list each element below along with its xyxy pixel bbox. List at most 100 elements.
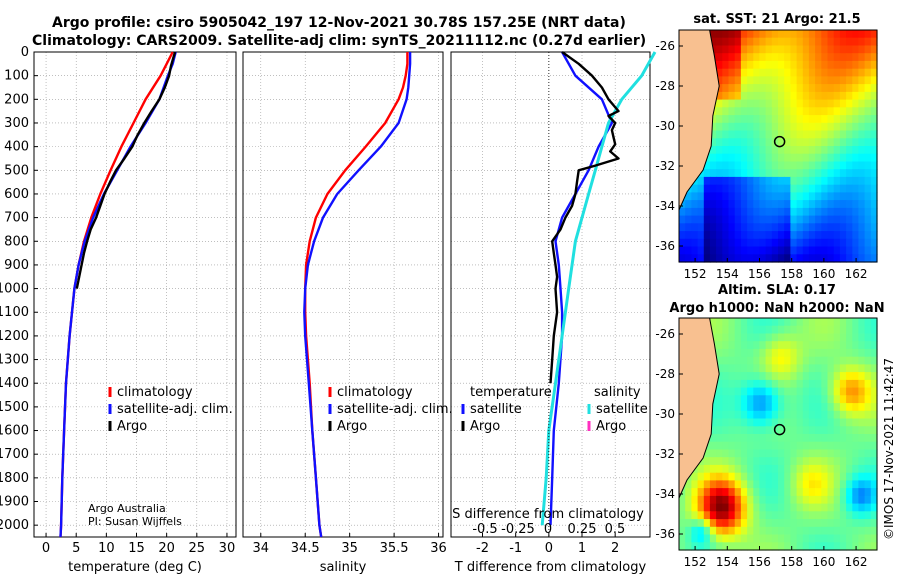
map-cell — [740, 364, 748, 373]
map-cell — [728, 122, 736, 132]
map-cell — [691, 207, 699, 217]
map-cell — [747, 60, 754, 70]
map-cell — [808, 192, 816, 201]
map-cell — [716, 511, 723, 520]
map-cell — [765, 503, 773, 512]
map-cell — [790, 410, 798, 420]
map-cell — [858, 84, 866, 93]
map-cell — [759, 215, 767, 224]
map-cell — [839, 30, 847, 39]
map-cell — [846, 503, 853, 512]
map-cell — [852, 84, 860, 93]
map-cell — [821, 153, 829, 162]
map-cell — [753, 503, 761, 512]
map-cell — [716, 449, 723, 458]
map-cell — [796, 434, 804, 443]
map-cell — [864, 231, 872, 240]
map-cell — [796, 441, 804, 450]
map-cell — [864, 115, 872, 124]
map-cell — [827, 68, 835, 77]
map-cell — [790, 45, 798, 54]
map-cell — [778, 53, 785, 62]
map-cell — [784, 333, 791, 342]
map-cell — [821, 526, 829, 536]
map-cell — [747, 130, 754, 139]
map-cell — [839, 107, 847, 116]
map-cell — [740, 434, 748, 443]
map-cell — [778, 60, 785, 70]
map-cell — [852, 503, 860, 512]
map-cell — [839, 76, 847, 85]
map-cell — [709, 146, 717, 155]
map-cell — [691, 495, 699, 505]
x-tick-label: 36 — [430, 541, 447, 556]
map-cell — [759, 526, 767, 536]
map-cell — [728, 176, 736, 186]
map-cell — [790, 418, 798, 427]
map-cell — [747, 503, 754, 512]
map-cell — [697, 207, 705, 217]
map-cell — [846, 472, 853, 481]
map-cell — [864, 130, 872, 139]
map-cell — [839, 200, 847, 209]
map-cell — [722, 122, 730, 132]
map-y-tick-label: -32 — [655, 159, 675, 173]
map-cell — [747, 138, 754, 147]
map-cell — [858, 418, 866, 427]
sal-legend-label: Argo — [337, 419, 367, 434]
map-cell — [833, 53, 841, 62]
map-cell — [765, 215, 773, 224]
map-cell — [852, 176, 860, 186]
map-cell — [796, 480, 804, 489]
map-cell — [802, 184, 810, 193]
temperature-frame — [33, 51, 237, 538]
map-cell — [815, 526, 822, 536]
map-cell — [833, 115, 841, 124]
map-cell — [833, 68, 841, 77]
map-cell — [740, 341, 748, 350]
map-cell — [734, 403, 742, 412]
map-cell — [722, 76, 730, 85]
map-cell — [833, 76, 841, 85]
series-climatology — [304, 52, 409, 538]
map-cell — [778, 130, 785, 139]
map-cell — [740, 534, 748, 543]
map-cell — [784, 223, 791, 232]
map-cell — [716, 495, 723, 505]
map-x-tick-label: 160 — [812, 555, 835, 569]
map-cell — [821, 511, 829, 520]
map-cell — [753, 37, 761, 46]
map-cell — [839, 403, 847, 412]
y-tick-label: 400 — [4, 140, 29, 155]
map-cell — [864, 53, 872, 62]
map-cell — [790, 68, 798, 77]
map-cell — [858, 107, 866, 116]
map-cell — [846, 348, 853, 358]
map-cell — [778, 449, 785, 458]
map-cell — [759, 200, 767, 209]
map-cell — [802, 426, 810, 435]
map-cell — [864, 37, 872, 46]
map-cell — [722, 526, 730, 536]
map-cell — [858, 534, 866, 543]
map-cell — [679, 207, 686, 217]
map-cell — [839, 115, 847, 124]
difference-frame — [450, 51, 651, 538]
map-cell — [753, 246, 761, 255]
map-cell — [747, 107, 754, 116]
map-cell — [759, 254, 767, 263]
map-cell — [771, 169, 779, 178]
map-cell — [734, 410, 742, 420]
map-cell — [703, 184, 711, 193]
map-cell — [734, 534, 742, 543]
map-cell — [827, 410, 835, 420]
map-cell — [808, 99, 816, 108]
map-cell — [815, 207, 822, 217]
map-cell — [778, 254, 785, 263]
map-cell — [728, 246, 736, 255]
series-satellite-adj-clim- — [303, 52, 412, 538]
map-cell — [784, 138, 791, 147]
map-cell — [796, 254, 804, 263]
map-cell — [747, 534, 754, 543]
map-cell — [765, 410, 773, 420]
